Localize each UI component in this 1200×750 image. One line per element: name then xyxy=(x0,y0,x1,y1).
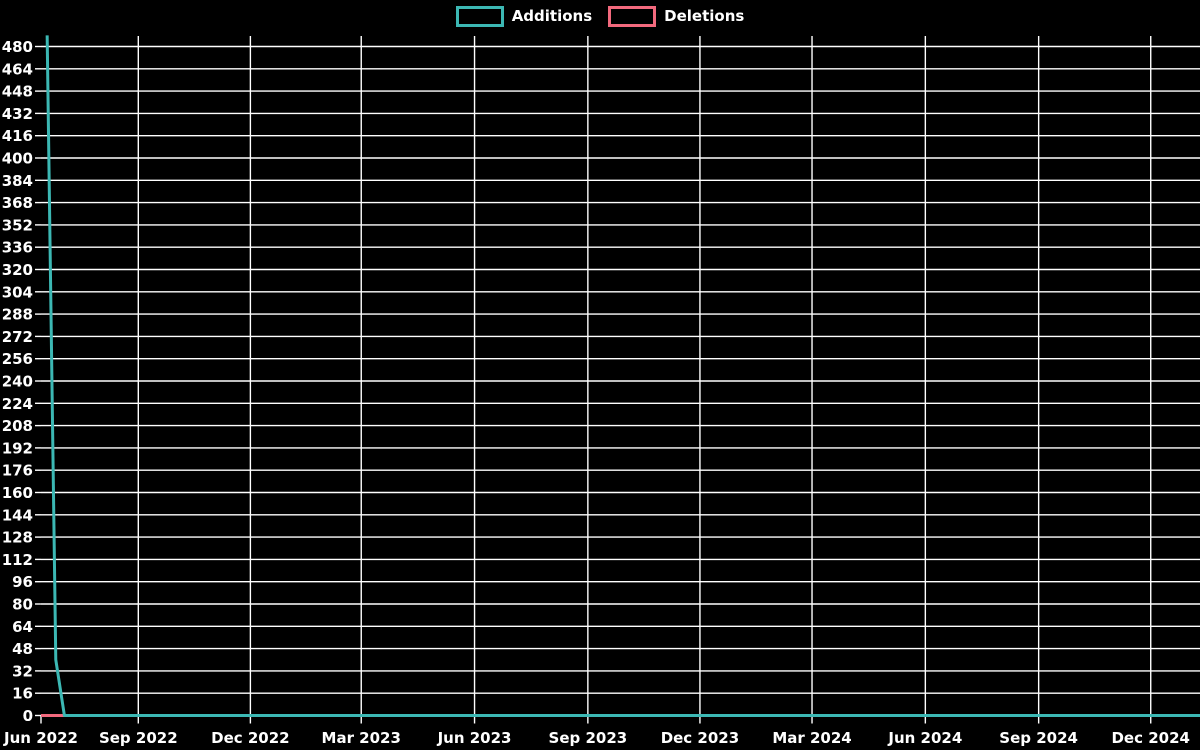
y-axis-labels: 0 16 32 48 64 80 96 112 128 144 160 176 192 208 224 240… xyxy=(2,38,33,725)
svg-text:448: 448 xyxy=(2,83,33,101)
deletions-swatch-icon xyxy=(608,6,657,27)
svg-text:288: 288 xyxy=(2,306,33,324)
svg-text:256: 256 xyxy=(2,350,33,368)
svg-text:368: 368 xyxy=(2,194,33,212)
svg-text:160: 160 xyxy=(2,484,33,502)
svg-text:96: 96 xyxy=(12,573,33,591)
svg-text:Sep 2023: Sep 2023 xyxy=(549,729,628,747)
x-gridlines xyxy=(137,36,1152,716)
svg-text:208: 208 xyxy=(2,417,33,435)
chart-legend: Additions Deletions xyxy=(0,6,1200,27)
svg-text:144: 144 xyxy=(2,506,33,524)
legend-label-additions: Additions xyxy=(511,7,593,25)
svg-text:384: 384 xyxy=(2,172,33,190)
svg-text:272: 272 xyxy=(2,328,33,346)
svg-text:192: 192 xyxy=(2,439,33,457)
svg-text:320: 320 xyxy=(2,261,33,279)
svg-text:224: 224 xyxy=(2,395,33,413)
svg-text:112: 112 xyxy=(2,551,33,569)
axis-ticks xyxy=(35,45,1152,724)
svg-text:480: 480 xyxy=(2,38,33,56)
svg-text:32: 32 xyxy=(12,662,33,680)
svg-text:80: 80 xyxy=(12,596,33,614)
svg-text:Dec 2022: Dec 2022 xyxy=(211,729,290,747)
svg-text:304: 304 xyxy=(2,283,33,301)
svg-text:48: 48 xyxy=(12,640,33,658)
svg-text:16: 16 xyxy=(12,685,33,703)
legend-item-deletions[interactable]: Deletions xyxy=(608,6,744,27)
svg-text:0: 0 xyxy=(23,707,33,725)
svg-text:128: 128 xyxy=(2,529,33,547)
svg-text:Jun 2022: Jun 2022 xyxy=(3,729,78,747)
y-gridlines xyxy=(41,45,1200,717)
svg-text:176: 176 xyxy=(2,462,33,480)
svg-text:Dec 2024: Dec 2024 xyxy=(1111,729,1190,747)
svg-text:464: 464 xyxy=(2,60,33,78)
x-axis-labels: Jun 2022 Sep 2022 Dec 2022 Mar 2023 Jun 2023… xyxy=(3,729,1190,747)
svg-text:Jun 2024: Jun 2024 xyxy=(887,729,962,747)
svg-text:Jun 2023: Jun 2023 xyxy=(437,729,512,747)
legend-item-additions[interactable]: Additions xyxy=(455,6,593,27)
svg-text:Sep 2024: Sep 2024 xyxy=(999,729,1078,747)
svg-text:240: 240 xyxy=(2,373,33,391)
svg-text:352: 352 xyxy=(2,216,33,234)
svg-text:432: 432 xyxy=(2,105,33,123)
svg-text:64: 64 xyxy=(12,618,33,636)
svg-text:Mar 2024: Mar 2024 xyxy=(772,729,851,747)
svg-text:336: 336 xyxy=(2,239,33,257)
svg-text:Mar 2023: Mar 2023 xyxy=(322,729,401,747)
svg-text:Sep 2022: Sep 2022 xyxy=(99,729,178,747)
svg-text:Dec 2023: Dec 2023 xyxy=(661,729,740,747)
svg-text:416: 416 xyxy=(2,127,33,145)
legend-label-deletions: Deletions xyxy=(664,7,745,25)
series-lines xyxy=(41,35,1200,717)
series-line-additions xyxy=(45,35,1200,717)
additions-swatch-icon xyxy=(455,6,504,27)
svg-text:400: 400 xyxy=(2,150,33,168)
